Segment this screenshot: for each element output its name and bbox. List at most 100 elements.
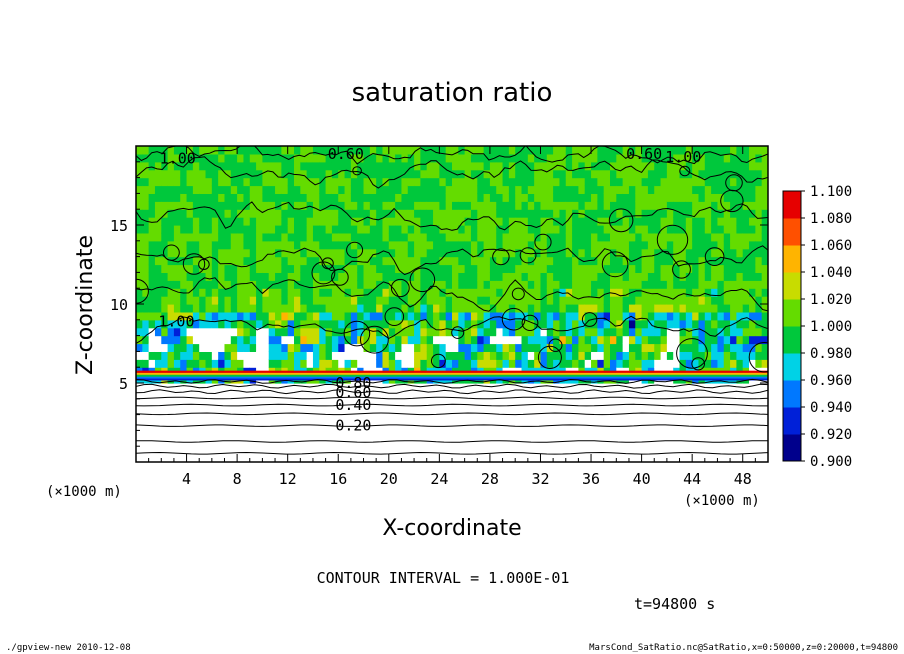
field-cell bbox=[723, 454, 731, 462]
field-cell bbox=[673, 193, 681, 202]
field-cell bbox=[578, 217, 586, 226]
field-cell bbox=[199, 406, 207, 416]
field-cell bbox=[180, 264, 188, 273]
field-cell bbox=[628, 351, 636, 360]
field-cell bbox=[470, 193, 478, 202]
field-cell bbox=[237, 217, 245, 226]
field-cell bbox=[641, 359, 649, 368]
field-cell bbox=[464, 383, 472, 392]
field-cell bbox=[610, 153, 617, 163]
field-cell bbox=[572, 161, 579, 171]
field-cell bbox=[685, 398, 693, 408]
field-cell bbox=[723, 177, 731, 187]
field-cell bbox=[161, 280, 169, 289]
field-cell bbox=[647, 430, 655, 439]
field-cell bbox=[647, 248, 655, 258]
field-cell bbox=[692, 454, 700, 462]
field-cell bbox=[470, 296, 478, 305]
field-cell bbox=[679, 319, 687, 329]
field-cell bbox=[584, 153, 592, 163]
field-cell bbox=[186, 446, 194, 455]
field-cell bbox=[565, 454, 573, 462]
field-cell bbox=[401, 319, 409, 329]
field-cell bbox=[540, 383, 548, 392]
field-cell bbox=[502, 264, 510, 273]
field-cell bbox=[401, 161, 409, 171]
field-cell bbox=[173, 351, 181, 360]
field-cell bbox=[192, 185, 200, 194]
field-cell bbox=[426, 280, 434, 289]
field-cell bbox=[363, 185, 371, 194]
field-cell bbox=[628, 414, 636, 424]
field-cell bbox=[331, 256, 339, 266]
field-cell bbox=[395, 390, 403, 400]
field-cell bbox=[439, 383, 447, 392]
field-cell bbox=[300, 383, 308, 392]
field-cell bbox=[464, 304, 472, 313]
field-cell bbox=[597, 311, 605, 321]
field-cell bbox=[717, 153, 725, 163]
field-cell bbox=[281, 414, 289, 424]
field-cell bbox=[603, 430, 611, 439]
field-cell bbox=[603, 193, 611, 202]
field-cell bbox=[249, 359, 257, 368]
field-cell bbox=[325, 296, 333, 305]
field-cell bbox=[749, 390, 756, 400]
field-cell bbox=[369, 430, 377, 439]
field-cell bbox=[603, 414, 611, 424]
field-cell bbox=[534, 430, 542, 439]
field-cell bbox=[755, 217, 763, 226]
field-cell bbox=[414, 351, 421, 360]
field-cell bbox=[363, 343, 371, 352]
field-cell bbox=[483, 454, 491, 462]
field-cell bbox=[610, 304, 617, 313]
field-cell bbox=[192, 398, 200, 408]
field-cell bbox=[312, 359, 320, 368]
field-cell bbox=[483, 390, 491, 400]
field-cell bbox=[565, 209, 573, 218]
field-cell bbox=[331, 217, 339, 226]
field-cell bbox=[666, 422, 674, 431]
field-cell bbox=[540, 272, 548, 281]
field-cell bbox=[502, 201, 510, 210]
field-cell bbox=[515, 264, 523, 273]
field-cell bbox=[205, 185, 213, 194]
field-cell bbox=[483, 185, 491, 194]
field-cell bbox=[704, 335, 712, 345]
field-cell bbox=[673, 422, 681, 431]
field-cell bbox=[199, 256, 207, 266]
field-cell bbox=[610, 193, 617, 202]
field-cell bbox=[591, 406, 598, 416]
field-cell bbox=[439, 146, 447, 155]
colorbar-label: 1.000 bbox=[810, 319, 852, 335]
field-cell bbox=[508, 422, 516, 431]
field-cell bbox=[565, 146, 573, 155]
field-cell bbox=[268, 264, 276, 273]
field-cell bbox=[483, 446, 491, 455]
field-cell bbox=[148, 398, 156, 408]
field-cell bbox=[755, 232, 763, 242]
field-cell bbox=[173, 383, 181, 392]
field-cell bbox=[136, 201, 143, 210]
field-cell bbox=[300, 193, 308, 202]
field-cell bbox=[711, 406, 719, 416]
field-cell bbox=[180, 406, 188, 416]
field-cell bbox=[325, 327, 333, 337]
field-cell bbox=[452, 406, 459, 416]
field-cell bbox=[192, 414, 200, 424]
field-cell bbox=[256, 454, 263, 462]
field-cell bbox=[350, 311, 358, 321]
field-cell bbox=[357, 406, 365, 416]
field-cell bbox=[350, 272, 358, 281]
field-cell bbox=[704, 201, 712, 210]
field-cell bbox=[281, 272, 289, 281]
field-cell bbox=[622, 217, 630, 226]
field-cell bbox=[420, 430, 428, 439]
field-cell bbox=[256, 438, 263, 447]
field-cell bbox=[654, 438, 662, 447]
field-cell bbox=[306, 311, 314, 321]
field-cell bbox=[230, 169, 238, 179]
field-cell bbox=[237, 296, 245, 305]
field-cell bbox=[325, 153, 333, 163]
field-cell bbox=[363, 256, 371, 266]
